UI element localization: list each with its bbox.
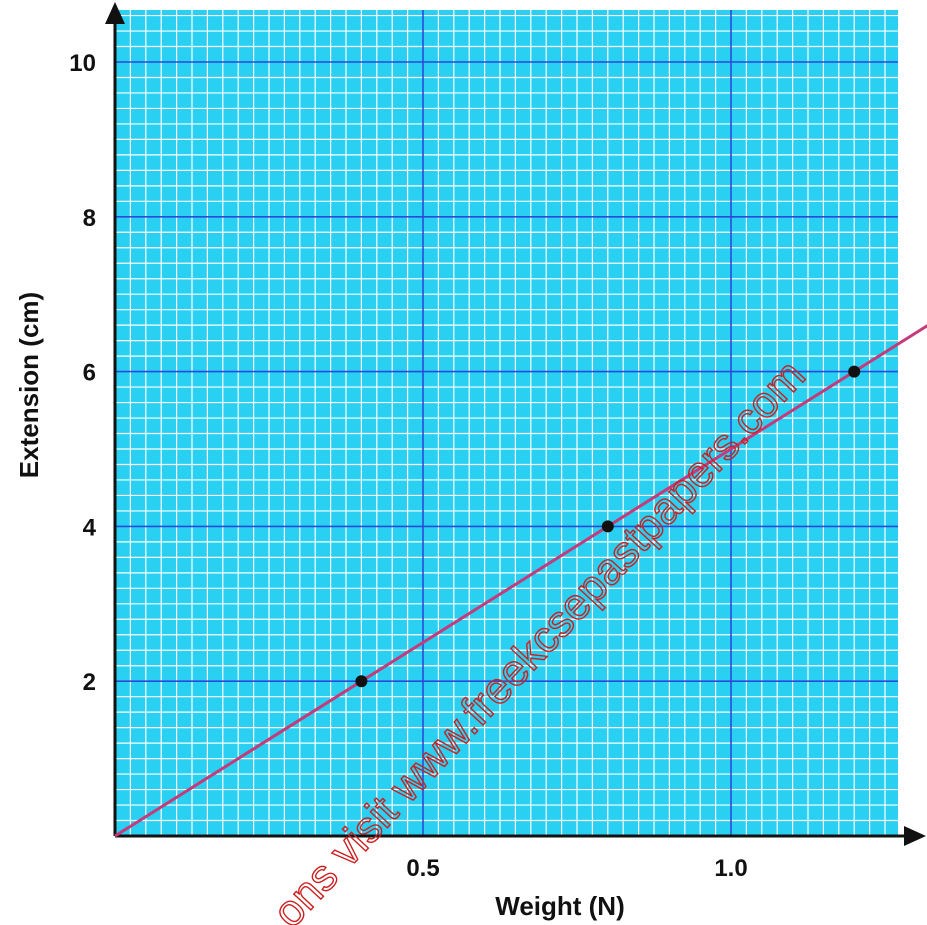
y-tick-label: 8 <box>83 205 96 232</box>
x-tick-label: 0.5 <box>406 855 439 882</box>
y-tick-label: 4 <box>83 514 97 541</box>
x-tick-label: 1.0 <box>714 855 747 882</box>
axes <box>105 2 926 846</box>
data-point <box>601 520 614 533</box>
x-axis-title: Weight (N) <box>495 891 625 921</box>
x-axis-arrow <box>904 826 926 846</box>
y-axis-title: Extension (cm) <box>14 292 44 478</box>
data-point <box>848 365 861 378</box>
tick-labels: 0.51.01.52.02.5246810 <box>69 50 747 882</box>
y-tick-label: 6 <box>83 360 96 387</box>
y-tick-label: 10 <box>69 50 96 77</box>
series-layer <box>114 324 927 838</box>
y-axis-arrow <box>105 2 125 24</box>
y-tick-label: 2 <box>83 669 96 696</box>
plot-background <box>115 10 898 836</box>
data-point <box>355 675 368 688</box>
minor-grid <box>115 10 898 836</box>
major-grid <box>115 10 898 836</box>
